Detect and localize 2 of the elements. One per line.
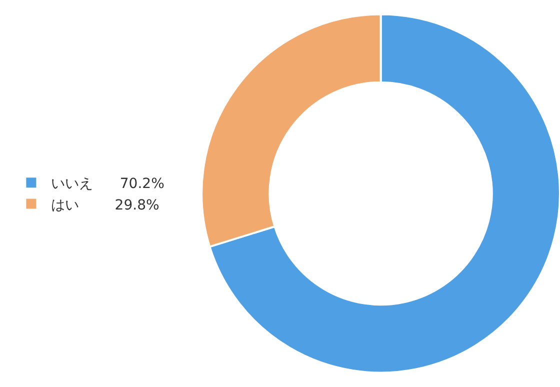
legend-label: はい 29.8% [51,197,160,214]
legend-label: いいえ 70.2% [51,176,164,192]
